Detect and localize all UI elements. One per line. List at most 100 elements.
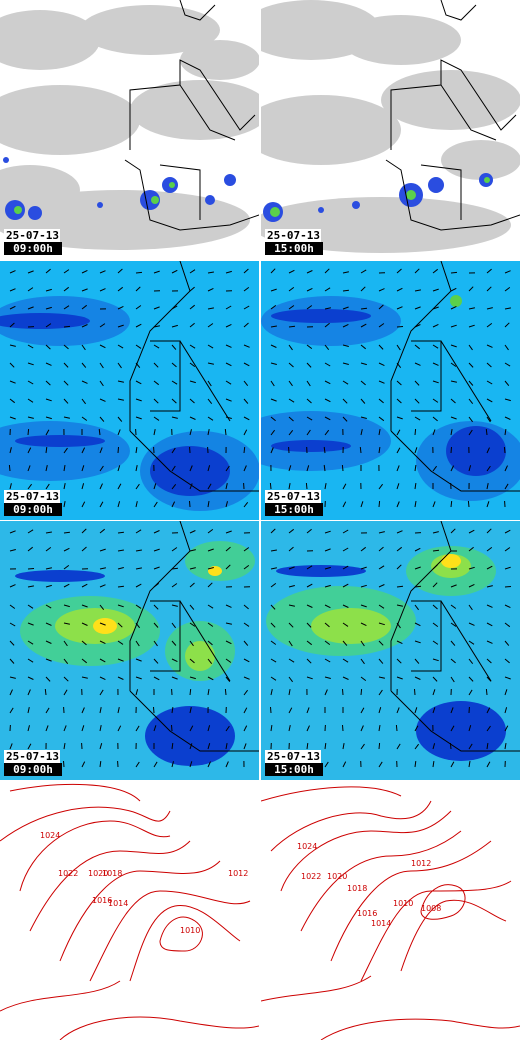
- wind-arrow: [450, 640, 456, 646]
- wind-arrow: [270, 604, 276, 610]
- wind-arrow: [504, 622, 511, 628]
- wind-arrow: [63, 501, 66, 508]
- wind-arrow: [225, 465, 230, 472]
- wind-arrow: [288, 416, 294, 422]
- wind-arrow: [486, 676, 492, 682]
- pressure-panel-0900: 1024 1022 1020 1018 1016 1014 1012 1010: [0, 781, 259, 1040]
- wind-arrow: [396, 658, 402, 664]
- wind-arrow: [225, 658, 232, 663]
- wind-arrow: [288, 640, 293, 647]
- wind-arrow: [486, 622, 493, 627]
- wind-arrow: [99, 584, 106, 588]
- wind-arrow: [396, 416, 403, 420]
- isobar-map-0900: 1024 1022 1020 1018 1016 1014 1012 1010: [0, 781, 259, 1040]
- wind-arrow: [468, 307, 476, 310]
- wind-arrow: [396, 622, 401, 629]
- wind-arrow: [432, 707, 436, 714]
- wind-arrow: [171, 724, 173, 732]
- wind-arrow: [135, 305, 142, 310]
- wind-arrow: [153, 483, 157, 490]
- wind-arrow: [9, 743, 13, 750]
- isobar-label: 1020: [327, 872, 347, 881]
- wind-arrow: [189, 416, 196, 420]
- wind-arrow: [306, 287, 313, 292]
- wind-arrow: [270, 288, 277, 292]
- wind-arrow: [504, 344, 509, 351]
- wind-arrow: [189, 743, 193, 750]
- wind-arrow: [342, 289, 349, 292]
- wind-arrow: [135, 658, 142, 662]
- wind-arrow: [27, 287, 34, 292]
- wind-arrow: [9, 398, 16, 404]
- precip-panel-0900: 25-07-13 09:00h: [0, 0, 259, 259]
- wind-arrow: [99, 483, 103, 490]
- wind-arrow: [63, 658, 69, 665]
- wind-arrow: [153, 676, 160, 681]
- wind-arrow: [207, 743, 211, 750]
- wind-arrow: [396, 743, 401, 750]
- isobar-label: 1018: [102, 869, 122, 878]
- wind-arrow: [81, 398, 86, 405]
- wind-arrow: [450, 398, 456, 404]
- wind-arrow: [207, 761, 211, 768]
- wind-arrow: [99, 380, 104, 387]
- wind-arrow: [9, 270, 16, 274]
- wind-arrow: [342, 362, 349, 365]
- date-label: 25-07-13: [265, 490, 321, 503]
- wind-arrow: [414, 289, 421, 292]
- wind-arrow: [450, 500, 453, 508]
- wind-arrow: [342, 323, 349, 328]
- wind-arrow: [81, 288, 88, 292]
- wind-arrow: [486, 416, 491, 423]
- wind-arrow: [360, 566, 367, 570]
- timestamp: 25-07-13 15:00h: [265, 229, 323, 255]
- wind-arrow: [360, 725, 364, 732]
- hour-label: 15:00h: [265, 242, 323, 255]
- wind-arrow: [153, 582, 160, 588]
- wind-arrow: [270, 268, 276, 274]
- wind-arrow: [135, 501, 138, 508]
- wind-arrow: [270, 429, 276, 436]
- wind-arrow: [225, 305, 232, 310]
- wind-arrow: [99, 362, 104, 369]
- wind-arrow: [45, 344, 51, 350]
- wind-arrow: [63, 583, 70, 588]
- wind-arrow: [396, 447, 401, 454]
- wind-arrow: [99, 416, 105, 422]
- wind-arrow: [324, 398, 331, 403]
- wind-arrow: [395, 724, 398, 732]
- wind-arrow: [171, 658, 178, 663]
- wind-arrow: [225, 676, 231, 683]
- wind-arrow: [63, 565, 70, 570]
- wind-arrow: [243, 743, 247, 750]
- wind-arrow: [360, 676, 367, 682]
- wind-arrow: [135, 362, 141, 369]
- wind-arrow: [117, 531, 124, 534]
- wind-arrow: [189, 362, 196, 367]
- wind-arrow: [225, 604, 232, 608]
- wind-arrow: [135, 604, 142, 609]
- wind-arrow: [504, 676, 511, 680]
- wind-arrow: [27, 529, 34, 534]
- wind-arrow: [225, 546, 231, 552]
- wind-high-panel-0900: 25-07-13 09:00h: [0, 521, 259, 780]
- wind-arrow: [171, 676, 178, 680]
- wind-arrow: [468, 566, 475, 570]
- wind-arrow: [153, 658, 159, 664]
- wind-arrow: [504, 689, 508, 696]
- wind-arrow: [27, 706, 30, 714]
- wind-arrow: [225, 564, 231, 570]
- wind-arrow: [63, 743, 66, 750]
- wind-arrow: [486, 725, 491, 732]
- wind-arrow: [207, 689, 210, 696]
- wind-arrow: [396, 501, 400, 508]
- wind-arrow: [207, 604, 214, 609]
- wind-arrow: [207, 640, 213, 646]
- wind-arrow: [468, 640, 475, 645]
- wind-arrow: [153, 761, 158, 768]
- wind-arrow: [432, 622, 439, 627]
- wind-arrow: [360, 584, 367, 588]
- wind-arrow: [225, 323, 232, 328]
- wind-arrow: [414, 725, 419, 732]
- wind-arrow: [45, 622, 52, 626]
